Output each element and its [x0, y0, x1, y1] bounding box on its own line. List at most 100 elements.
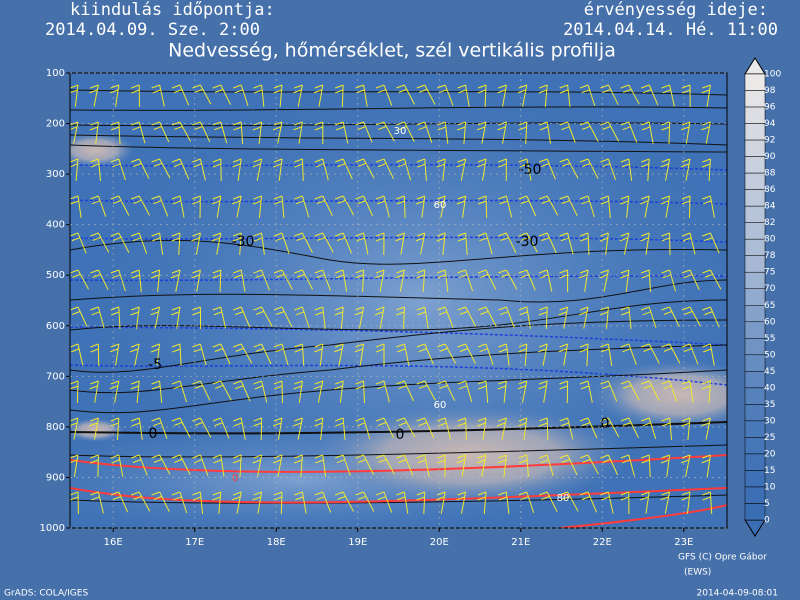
colorbar-cell [744, 437, 766, 455]
colorbar-label: 35 [764, 400, 775, 410]
wind-barb [477, 269, 497, 290]
wind-barb [599, 232, 609, 255]
wind-barb [354, 306, 365, 329]
wind-barb [620, 491, 630, 515]
wind-barb [109, 343, 120, 366]
colorbar-cell [744, 139, 766, 157]
wind-barb [192, 195, 201, 219]
y-tick-label: 200 [46, 119, 65, 130]
wind-barb [558, 343, 569, 366]
colorbar-label: 10 [764, 482, 776, 492]
wind-barb [294, 195, 310, 218]
wind-barb [517, 380, 528, 403]
wind-barb [498, 491, 510, 514]
wind-barb [90, 269, 109, 290]
wind-barb [641, 306, 657, 329]
wind-barb [702, 195, 715, 218]
moisture-field [90, 80, 727, 520]
wind-barb [415, 195, 426, 218]
wind-barb [477, 417, 487, 440]
colorbar-cell [744, 453, 766, 471]
wind-barb [293, 380, 303, 403]
wind-barb [375, 417, 395, 439]
wind-barb [375, 343, 385, 366]
wind-barb [273, 380, 283, 404]
colorbar-cell [744, 404, 766, 422]
wind-barb [151, 232, 164, 255]
wind-barb [171, 195, 185, 218]
wind-barb [456, 491, 467, 514]
wind-barb [680, 158, 691, 181]
wind-barb [538, 343, 548, 366]
wind-barb [355, 380, 365, 404]
wind-barb [374, 306, 385, 329]
wind-barb [273, 269, 293, 290]
wind-barb [600, 158, 617, 180]
wind-barb [395, 269, 405, 292]
wind-barb [191, 232, 201, 255]
wind-barb [559, 84, 571, 107]
wind-barb [70, 454, 79, 477]
colorbar-cell [744, 106, 766, 124]
wind-barb [599, 306, 609, 329]
wind-barb [641, 269, 651, 293]
colorbar-label: 50 [764, 350, 776, 360]
wind-barb [375, 454, 395, 475]
wind-barb [477, 232, 493, 255]
wind-barb [457, 84, 470, 107]
wind-barb [335, 195, 355, 216]
wind-barb [151, 158, 171, 179]
wind-barb [252, 454, 263, 477]
wind-barb [539, 121, 551, 144]
colorbar-label: 86 [764, 185, 776, 195]
colorbar-label: 25 [764, 433, 775, 443]
wind-barb [375, 491, 393, 513]
wind-barb [578, 306, 589, 329]
wind-barb [252, 158, 263, 181]
wind-barb [212, 306, 227, 329]
wind-barb [539, 417, 549, 441]
plot-area: 30 -50 60 -30 -30 -5 60 0 0 0 80 0 [70, 73, 727, 528]
wind-barb [294, 158, 304, 182]
colorbar-label: 90 [764, 152, 776, 162]
wind-barb [437, 306, 454, 328]
colorbar-label: 55 [764, 334, 775, 344]
wind-barb [232, 158, 242, 181]
contour-label: 0 [232, 473, 238, 484]
wind-barb [272, 454, 283, 477]
wind-barb [171, 380, 188, 403]
wind-barb [661, 417, 673, 440]
wind-barb [457, 343, 476, 364]
wind-barb [232, 454, 242, 478]
wind-barb [457, 306, 477, 327]
wind-barb [415, 232, 426, 255]
wind-barb [171, 84, 190, 106]
contour-label: 80 [557, 493, 570, 504]
wind-barb [456, 454, 467, 477]
wind-barb [416, 417, 435, 439]
wind-barb [212, 269, 222, 293]
wind-barb [640, 158, 650, 182]
colorbar-label: 94 [764, 119, 776, 129]
wind-barb [90, 195, 107, 217]
wind-barb [211, 232, 222, 255]
wind-barb [416, 306, 429, 329]
wind-barb [661, 84, 675, 107]
wind-barb [620, 84, 640, 105]
wind-barb [273, 158, 283, 181]
wind-barb [355, 417, 371, 440]
wind-barb [579, 491, 598, 513]
y-tick-label: 900 [46, 472, 65, 483]
colorbar-cell [744, 288, 766, 306]
wind-barb [232, 232, 242, 255]
wind-barb [192, 380, 211, 401]
wind-barb [212, 158, 222, 182]
colorbar-label: 78 [764, 251, 776, 261]
colorbar-label: 70 [764, 284, 776, 294]
contour-label: -50 [519, 162, 542, 178]
colorbar-cell [744, 238, 766, 256]
colorbar-cell [744, 338, 766, 356]
wind-barb [600, 380, 618, 402]
wind-barb [661, 306, 680, 327]
wind-barb [90, 232, 110, 253]
